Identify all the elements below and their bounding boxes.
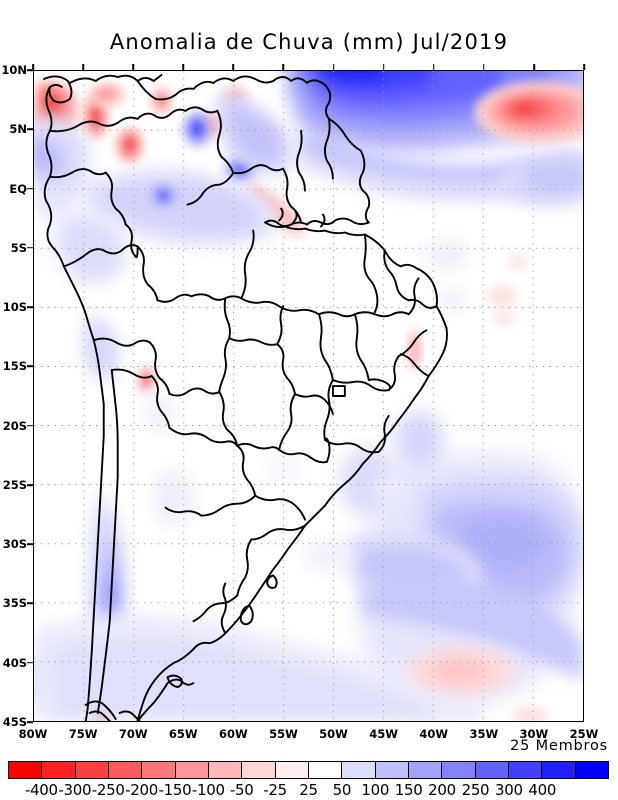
colombia-interior-red-3	[89, 82, 126, 107]
y-tick-label: 5N	[9, 122, 27, 137]
colorbar-cell	[442, 762, 476, 778]
chart-title: Anomalia de Chuva (mm) Jul/2019	[109, 30, 509, 54]
colorbar-cell	[42, 762, 76, 778]
y-tick-label: 45S	[2, 715, 27, 729]
colorbar-tick-label: 50	[332, 781, 352, 799]
anomaly-map	[34, 71, 583, 721]
ne-atlantic-small-red	[486, 253, 530, 327]
amazon-light-blue	[82, 168, 277, 247]
colorbar-cell	[542, 762, 576, 778]
venezuela-red-patch	[150, 86, 173, 115]
y-tick-label: 35S	[2, 596, 27, 611]
colombia-interior-red-2	[115, 127, 144, 164]
anomaly-field	[34, 71, 583, 721]
x-tick-label: 55W	[269, 727, 298, 741]
colorbar-cell	[175, 762, 209, 778]
ne-coast-blue-small	[370, 238, 469, 500]
colorbar-tick-label: 250	[461, 781, 490, 799]
peru-andes-blue	[81, 310, 121, 383]
y-tick-label: 5S	[10, 240, 27, 255]
y-tick-label: 15S	[2, 359, 27, 374]
colorbar-cell	[275, 762, 309, 778]
south-atlantic-red-small	[512, 706, 549, 721]
bolivia-red-spot	[137, 366, 156, 395]
x-tick-label: 70W	[118, 727, 148, 741]
colorbar-tick-label: -150	[158, 781, 192, 799]
coastline-borders	[43, 74, 448, 721]
sao-paulo-coast-blue	[390, 407, 447, 476]
colorbar-cell	[308, 762, 343, 778]
y-tick-label: 40S	[2, 655, 27, 670]
colorbar-cell	[108, 762, 143, 778]
colorbar-cell	[342, 762, 376, 778]
y-tick-label: 30S	[2, 537, 27, 552]
ne-atlantic-light-blue	[500, 154, 583, 207]
x-tick-label: 45W	[369, 727, 398, 741]
colorbar-cell	[508, 762, 543, 778]
y-tick-label: 20S	[2, 418, 27, 433]
central-atlantic-faint-blue	[265, 455, 355, 572]
colorbar-tick-label: -25	[263, 781, 287, 799]
colorbar-cell	[9, 762, 43, 778]
x-tick-label: 75W	[68, 727, 98, 741]
x-tick-label: 50W	[319, 727, 348, 741]
x-tick-label: 35W	[469, 727, 499, 741]
y-tick-label: 10N	[1, 63, 27, 77]
colorbar-cell	[208, 762, 243, 778]
map-plot-area: 10N 5N EQ 5S 10S 15S 20S 25S 30S 35S 40S 45S 80W 75W…	[1, 63, 598, 741]
colorbar	[8, 761, 609, 779]
ne-atlantic-red-blob	[474, 80, 583, 145]
amazon-blue-core-1	[149, 183, 178, 208]
colorbar-tick-label: -250	[91, 781, 125, 799]
colorbar-tick-label: 200	[428, 781, 456, 799]
colorbar-tick-label: 300	[494, 781, 523, 799]
x-tick-label: 40W	[419, 727, 449, 741]
colombia-blue-halo	[34, 110, 92, 219]
colorbar-cell	[475, 762, 509, 778]
roraima-blue-core	[182, 110, 213, 147]
colorbar-tick-label: 100	[361, 781, 390, 799]
colorbar-cell	[575, 762, 608, 778]
y-tick-label: EQ	[9, 181, 27, 196]
x-tick-label: 60W	[219, 727, 248, 741]
colorbar-cell	[75, 762, 109, 778]
x-tick-label: 80W	[18, 727, 48, 741]
colorbar-cell	[375, 762, 409, 778]
colorbar-tick-labels: -400 -300 -250 -200 -150 -100 -50 -25 25 50 100 150…	[8, 781, 609, 799]
colorbar-swatches	[8, 761, 609, 779]
colorbar-tick-label: 150	[394, 781, 423, 799]
colorbar-tick-label: -300	[58, 781, 92, 799]
colorbar-cell	[142, 762, 176, 778]
guyana-blue-wedge	[216, 90, 292, 176]
colorbar-cell	[242, 762, 276, 778]
colorbar-tick-label: 400	[528, 781, 557, 799]
ensemble-members-note: 25 Membros	[510, 738, 608, 754]
colorbar-tick-label: -200	[125, 781, 158, 799]
y-tick-label: 25S	[2, 477, 27, 492]
colorbar-cell	[408, 762, 443, 778]
south-atlantic-red-patch	[406, 647, 519, 696]
colorbar-tick-label: -50	[229, 781, 254, 799]
map-frame	[33, 70, 584, 722]
colorbar-tick-label: -400	[24, 781, 58, 799]
colorbar-tick-label: 25	[299, 781, 318, 799]
x-tick-label: 65W	[168, 727, 198, 741]
y-tick-label: 10S	[2, 300, 27, 315]
colorbar-tick-label: -100	[191, 781, 225, 799]
